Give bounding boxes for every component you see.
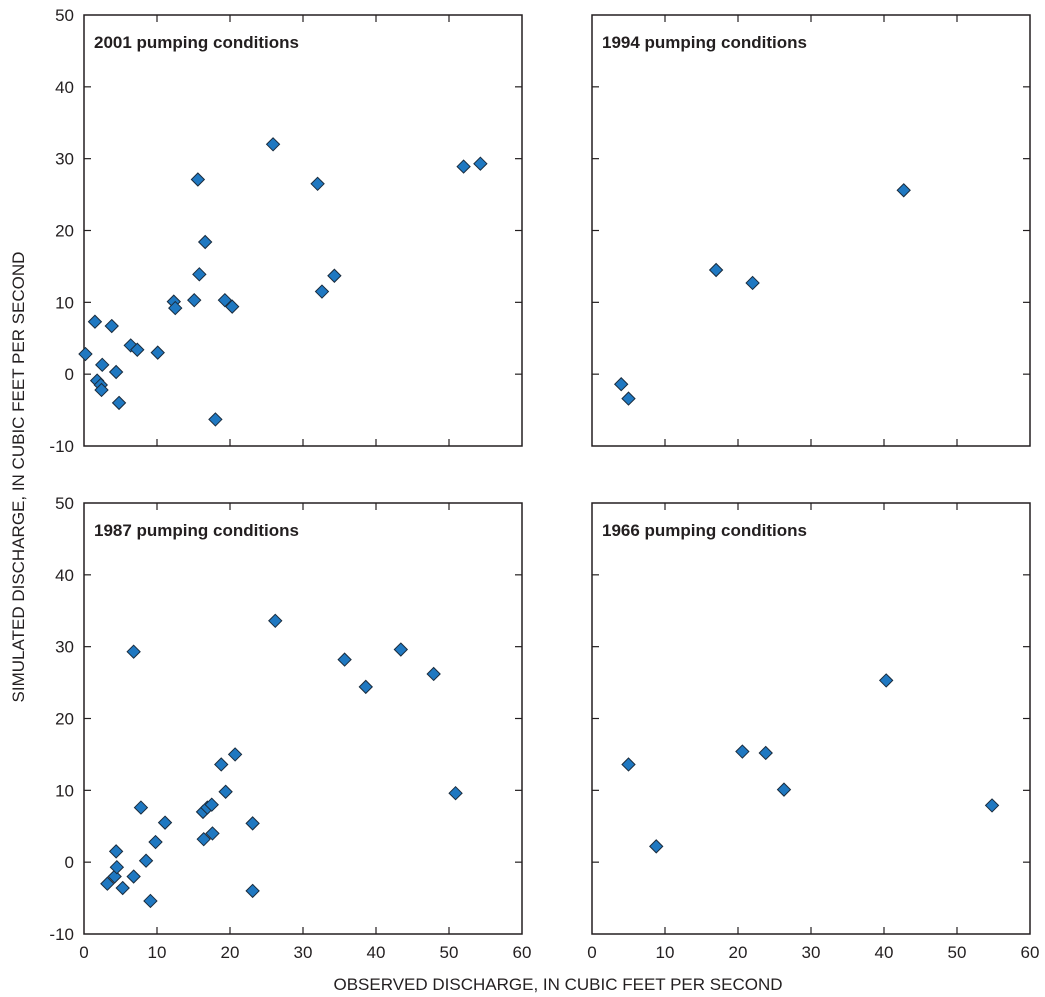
data-point: [109, 859, 125, 875]
x-tick-label: 30: [294, 943, 313, 962]
data-point: [426, 666, 441, 682]
x-tick-label: 60: [513, 943, 532, 962]
panel-title: 1966 pumping conditions: [602, 521, 807, 540]
y-tick-label: 20: [55, 222, 74, 241]
y-tick-label: 50: [55, 494, 74, 513]
data-point: [108, 364, 124, 380]
data-point: [187, 292, 202, 308]
data-point: [197, 234, 213, 250]
y-tick-label: 30: [55, 638, 74, 657]
data-point: [245, 883, 260, 899]
data-point: [268, 613, 283, 629]
panel-title: 1994 pumping conditions: [602, 33, 807, 52]
y-tick-label: 50: [55, 6, 74, 25]
data-point: [708, 262, 724, 278]
data-point: [310, 176, 325, 192]
data-point: [448, 785, 463, 801]
x-tick-label: 40: [875, 943, 894, 962]
x-tick-label: 40: [367, 943, 386, 962]
data-point: [265, 137, 281, 152]
data-point: [613, 377, 629, 392]
y-tick-label: 30: [55, 150, 74, 169]
x-tick-label: 0: [79, 943, 88, 962]
y-tick-label: 0: [65, 365, 74, 384]
data-point: [214, 757, 229, 772]
y-tick-label: 40: [55, 78, 74, 97]
x-tick-label: 20: [221, 943, 240, 962]
data-point: [896, 183, 911, 198]
y-axis-label: SIMULATED DISCHARGE, IN CUBIC FEET PER S…: [9, 252, 28, 703]
panel-title: 2001 pumping conditions: [94, 33, 299, 52]
panel-frame: [591, 14, 1031, 447]
data-point: [115, 880, 130, 896]
data-point: [133, 800, 149, 815]
data-point: [621, 391, 636, 406]
data-point: [111, 395, 127, 411]
data-point: [168, 300, 183, 316]
data-point: [157, 815, 173, 830]
data-point: [735, 744, 750, 759]
data-point: [337, 652, 352, 667]
x-tick-label: 60: [1021, 943, 1040, 962]
data-point: [150, 345, 165, 360]
x-tick-label: 30: [802, 943, 821, 962]
data-point: [758, 745, 773, 761]
data-point: [104, 318, 119, 334]
x-tick-label: 50: [948, 943, 967, 962]
data-point: [108, 844, 124, 859]
data-point: [473, 156, 488, 171]
panel-title: 1987 pumping conditions: [94, 521, 299, 540]
data-point: [218, 784, 233, 799]
data-point: [878, 673, 894, 688]
y-tick-label: 20: [55, 710, 74, 729]
data-point: [130, 342, 145, 357]
data-point: [314, 284, 330, 299]
y-tick-label: 0: [65, 853, 74, 872]
data-point: [358, 679, 373, 695]
panel-frame: [83, 14, 523, 447]
data-point: [776, 782, 792, 797]
panel-frame: [83, 502, 523, 935]
data-point: [224, 299, 240, 314]
y-tick-label: 10: [55, 293, 74, 312]
data-point: [94, 382, 109, 398]
data-point: [984, 798, 1000, 813]
data-point: [456, 159, 471, 174]
x-axis-label: OBSERVED DISCHARGE, IN CUBIC FEET PER SE…: [333, 975, 782, 994]
data-point: [95, 357, 110, 373]
data-point: [126, 869, 141, 884]
data-point: [192, 267, 207, 282]
data-point: [138, 853, 154, 868]
y-tick-label: -10: [49, 437, 74, 456]
data-point: [196, 831, 211, 847]
data-point: [78, 346, 93, 362]
data-point: [100, 876, 115, 891]
data-point: [745, 275, 760, 291]
data-point: [649, 839, 664, 854]
data-point: [621, 757, 636, 772]
data-point: [393, 642, 409, 657]
data-point: [217, 292, 233, 308]
x-tick-label: 20: [729, 943, 748, 962]
data-point: [148, 834, 163, 850]
data-point: [190, 172, 206, 187]
x-tick-label: 50: [440, 943, 459, 962]
data-point: [327, 268, 342, 283]
data-point: [87, 314, 103, 329]
data-point: [143, 893, 158, 909]
x-tick-label: 10: [148, 943, 167, 962]
data-point: [204, 797, 219, 812]
data-point: [126, 644, 141, 659]
x-tick-label: 0: [587, 943, 596, 962]
data-point: [227, 747, 243, 762]
panel-frame: [591, 502, 1031, 935]
y-tick-label: -10: [49, 925, 74, 944]
y-tick-label: 40: [55, 566, 74, 585]
data-point: [245, 816, 260, 831]
data-point: [208, 412, 223, 427]
data-point: [205, 826, 220, 841]
y-tick-label: 10: [55, 781, 74, 800]
x-tick-label: 10: [656, 943, 675, 962]
